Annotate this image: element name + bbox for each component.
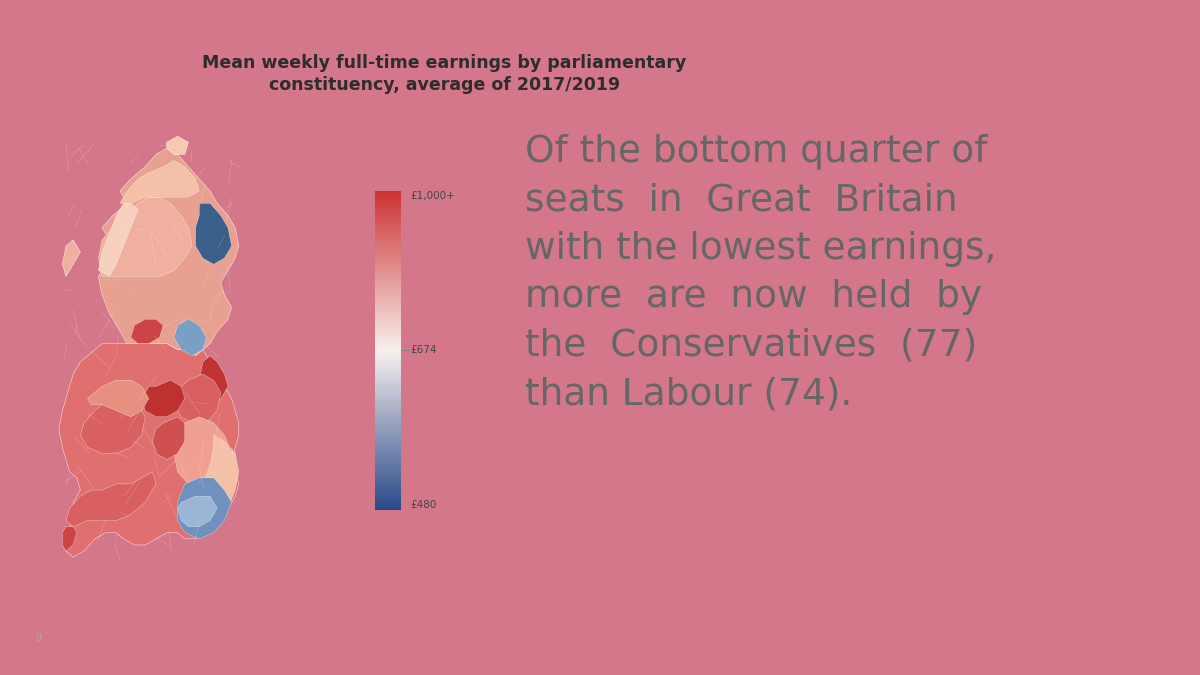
Text: 9: 9 — [36, 633, 42, 643]
Polygon shape — [174, 374, 221, 423]
Polygon shape — [167, 136, 188, 155]
Polygon shape — [62, 526, 77, 551]
Polygon shape — [80, 398, 145, 454]
Polygon shape — [98, 197, 192, 277]
Polygon shape — [178, 478, 232, 539]
Polygon shape — [98, 203, 138, 277]
Text: £674: £674 — [410, 345, 437, 355]
Polygon shape — [62, 240, 80, 277]
Polygon shape — [174, 417, 232, 490]
Text: £480: £480 — [410, 500, 437, 510]
Polygon shape — [120, 161, 199, 203]
Polygon shape — [152, 417, 185, 460]
Polygon shape — [142, 380, 185, 417]
Text: £1,000+: £1,000+ — [410, 191, 455, 201]
Polygon shape — [88, 380, 149, 417]
Text: Mean weekly full-time earnings by parliamentary
constituency, average of 2017/20: Mean weekly full-time earnings by parlia… — [203, 54, 686, 94]
Polygon shape — [131, 319, 163, 344]
Polygon shape — [199, 435, 239, 514]
Polygon shape — [196, 203, 232, 265]
Text: Of the bottom quarter of
seats  in  Great  Britain
with the lowest earnings,
mor: Of the bottom quarter of seats in Great … — [526, 134, 996, 412]
Polygon shape — [59, 344, 239, 557]
Polygon shape — [199, 356, 228, 398]
Polygon shape — [174, 319, 206, 356]
Polygon shape — [66, 472, 156, 526]
Polygon shape — [185, 484, 224, 526]
Polygon shape — [98, 148, 239, 356]
Polygon shape — [178, 496, 217, 526]
